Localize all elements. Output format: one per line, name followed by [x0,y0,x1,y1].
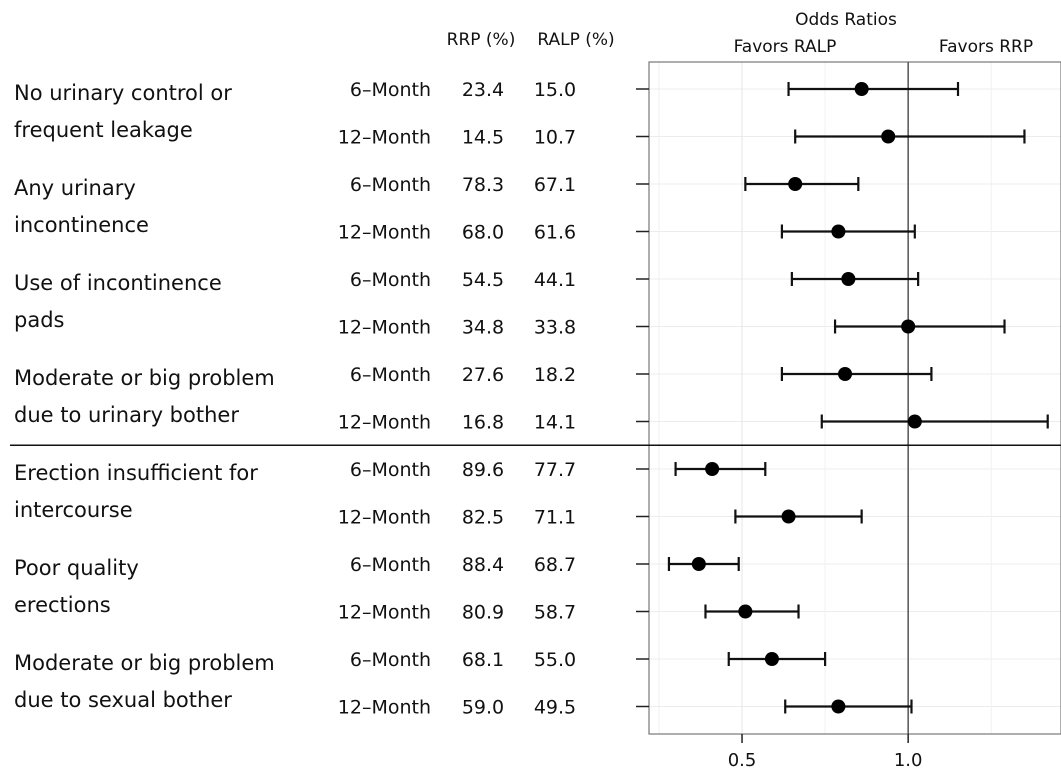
ralp-value: 15.0 [534,79,576,101]
timepoint-label: 6–Month [350,79,431,101]
timepoint-label: 6–Month [350,174,431,196]
grid-lines [649,62,1061,734]
rrp-value: 23.4 [462,79,504,101]
ralp-value: 49.5 [534,697,576,719]
outcome-label: Moderate or big problem [14,366,275,390]
favors-ralp-label: Favors RALP [734,37,837,57]
outcome-label: pads [14,308,64,332]
timepoint-label: 12–Month [338,507,431,529]
plot-panel [648,61,1061,735]
odds-ratio-point [907,414,922,429]
x-tick-label: 1.0 [894,750,923,771]
rrp-value: 34.8 [462,317,504,339]
ralp-value: 71.1 [534,507,576,529]
ralp-value: 10.7 [534,127,576,149]
ralp-value: 77.7 [534,459,576,481]
odds-ratio-point [691,557,706,571]
timepoint-label: 6–Month [350,269,431,291]
rrp-value: 78.3 [462,174,504,196]
odds-ratio-point [838,367,853,381]
rrp-value: 14.5 [462,127,504,149]
timepoint-label: 12–Month [338,602,431,624]
outcome-label: intercourse [14,498,133,522]
rrp-value: 68.0 [462,222,504,244]
outcome-label: erections [14,593,111,617]
rrp-value: 80.9 [462,602,504,624]
timepoint-label: 12–Month [338,222,431,244]
outcome-label: Erection insufficient for [14,461,258,485]
outcome-label: incontinence [14,213,149,237]
ralp-value: 68.7 [534,554,576,576]
odds-ratio-point [764,652,779,666]
odds-ratios-title: Odds Ratios [795,10,897,30]
timepoint-label: 6–Month [350,554,431,576]
ralp-column-header: RALP (%) [537,30,614,50]
rrp-value: 82.5 [462,507,504,529]
outcome-label: due to urinary bother [14,403,239,427]
forest-rows: No urinary control or frequent leakage 6–M… [14,79,1049,719]
timepoint-label: 12–Month [338,412,431,434]
timepoint-label: 12–Month [338,697,431,719]
ralp-value: 61.6 [534,222,576,244]
timepoint-label: 12–Month [338,127,431,149]
outcome-label: Use of incontinence [14,271,222,295]
outcome-label: Moderate or big problem [14,651,275,675]
outcome-label: frequent leakage [14,118,193,142]
x-axis: 0.5 1.0 [728,734,923,771]
odds-ratio-point [738,604,753,619]
rrp-value: 59.0 [462,697,504,719]
favors-rrp-label: Favors RRP [939,37,1033,57]
odds-ratio-point [831,699,846,714]
rrp-value: 88.4 [462,554,504,576]
outcome-label: Poor quality [14,556,139,580]
odds-ratio-point [788,177,803,191]
timepoint-label: 6–Month [350,649,431,671]
timepoint-label: 12–Month [338,317,431,339]
odds-ratio-point [705,462,720,476]
rrp-value: 89.6 [462,459,504,481]
ralp-value: 67.1 [534,174,576,196]
odds-ratio-point [841,272,856,286]
rrp-value: 27.6 [462,364,504,386]
ralp-value: 33.8 [534,317,576,339]
odds-ratio-point [781,509,796,524]
ralp-value: 18.2 [534,364,576,386]
odds-ratio-point [881,129,896,144]
odds-ratio-point [831,224,846,239]
ralp-value: 14.1 [534,412,576,434]
outcome-label: Any urinary [14,176,136,200]
rrp-value: 54.5 [462,269,504,291]
timepoint-label: 6–Month [350,364,431,386]
rrp-value: 68.1 [462,649,504,671]
ralp-value: 44.1 [534,269,576,291]
outcome-label: due to sexual bother [14,688,232,712]
rrp-value: 16.8 [462,412,504,434]
x-tick-label: 0.5 [728,750,757,771]
odds-ratio-point [901,319,916,334]
ralp-value: 58.7 [534,602,576,624]
odds-ratio-point [854,82,869,96]
timepoint-label: 6–Month [350,459,431,481]
outcome-label: No urinary control or [14,81,232,105]
rrp-column-header: RRP (%) [447,30,516,50]
ralp-value: 55.0 [534,649,576,671]
